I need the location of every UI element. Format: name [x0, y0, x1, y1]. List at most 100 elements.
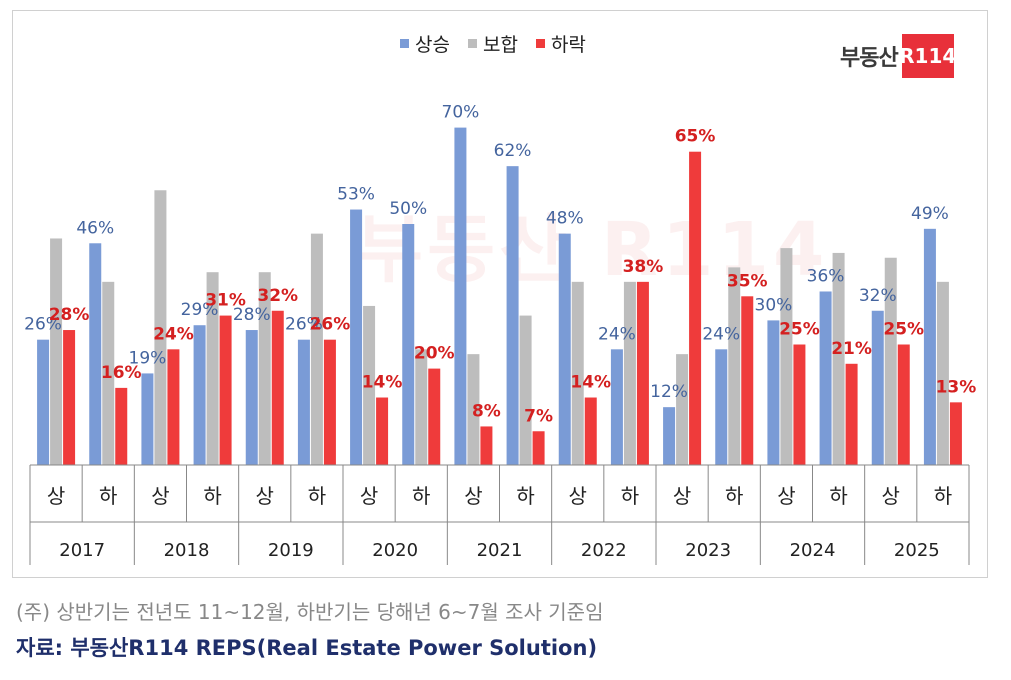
- tick-label-half-5: 하: [308, 484, 326, 508]
- bar-fall-13: [741, 296, 754, 465]
- tick-label-half-6: 상: [360, 484, 378, 508]
- bar-flat-10: [571, 281, 584, 465]
- tick-label-half-0: 상: [47, 484, 65, 508]
- bar-rise-7: [402, 224, 415, 465]
- bar-fall-2: [167, 349, 180, 465]
- legend-label-rise: 상승: [415, 34, 450, 56]
- data-label-fall-10: 14%: [570, 373, 611, 393]
- data-label-rise-11: 24%: [598, 324, 636, 344]
- data-label-rise-7: 50%: [389, 199, 427, 219]
- bar-fall-12: [689, 151, 702, 465]
- data-label-fall-12: 65%: [675, 127, 716, 147]
- bar-rise-3: [193, 325, 206, 465]
- tick-label-half-15: 하: [829, 484, 847, 508]
- bar-flat-12: [676, 354, 689, 465]
- legend-swatch-flat: [467, 39, 477, 48]
- data-label-rise-5: 26%: [285, 315, 323, 335]
- data-label-fall-8: 8%: [472, 401, 501, 421]
- bar-rise-0: [37, 339, 50, 465]
- data-label-fall-16: 25%: [883, 320, 924, 340]
- bar-fall-10: [584, 397, 597, 465]
- bar-flat-7: [415, 349, 428, 465]
- bar-rise-17: [923, 228, 936, 465]
- bar-rise-5: [297, 339, 310, 465]
- bar-fall-17: [949, 402, 962, 465]
- bar-flat-5: [310, 233, 323, 465]
- data-label-rise-3: 29%: [181, 300, 219, 320]
- bar-fall-14: [793, 344, 806, 465]
- tick-label-half-7: 하: [412, 484, 430, 508]
- tick-label-half-4: 상: [256, 484, 274, 508]
- bar-flat-0: [50, 238, 63, 465]
- bar-rise-12: [663, 407, 676, 465]
- bar-rise-8: [454, 127, 467, 465]
- data-label-rise-4: 28%: [233, 305, 271, 325]
- tick-label-year-2025: 2025: [894, 540, 940, 561]
- bar-fall-6: [376, 397, 389, 465]
- bar-rise-16: [871, 310, 884, 465]
- tick-label-year-2020: 2020: [372, 540, 418, 561]
- bar-fall-9: [532, 431, 545, 465]
- bar-rise-15: [819, 291, 832, 465]
- data-label-fall-17: 13%: [936, 377, 977, 397]
- bar-fall-11: [636, 281, 649, 465]
- tick-label-half-1: 하: [99, 484, 117, 508]
- logo-badge: R114: [899, 34, 956, 78]
- bar-rise-10: [558, 233, 571, 465]
- tick-label-half-3: 하: [203, 484, 221, 508]
- bar-flat-11: [623, 281, 636, 465]
- data-label-fall-14: 25%: [779, 320, 820, 340]
- bar-fall-8: [480, 426, 493, 465]
- tick-label-half-17: 하: [934, 484, 952, 508]
- tick-label-year-2023: 2023: [685, 540, 731, 561]
- data-label-fall-7: 20%: [414, 344, 455, 364]
- tick-label-half-16: 상: [882, 484, 900, 508]
- data-label-fall-13: 35%: [727, 271, 768, 291]
- tick-label-year-2021: 2021: [477, 540, 523, 561]
- bar-fall-5: [323, 339, 336, 465]
- legend-item-fall: 하락: [535, 30, 586, 57]
- data-label-fall-6: 14%: [362, 373, 403, 393]
- legend-item-rise: 상승: [400, 30, 450, 57]
- data-label-fall-9: 7%: [524, 406, 553, 426]
- bar-flat-1: [102, 281, 115, 465]
- tick-label-half-14: 상: [777, 484, 795, 508]
- bar-rise-11: [610, 349, 623, 465]
- bar-flat-16: [884, 257, 897, 465]
- tick-label-year-2017: 2017: [59, 540, 105, 561]
- data-label-fall-1: 16%: [101, 363, 142, 383]
- data-label-rise-14: 30%: [755, 295, 793, 315]
- tick-label-half-2: 상: [151, 484, 169, 508]
- data-label-fall-15: 21%: [831, 339, 872, 359]
- tick-label-half-10: 상: [569, 484, 587, 508]
- brand-logo: 부동산 R114: [840, 34, 956, 78]
- bar-fall-7: [428, 368, 441, 465]
- bar-flat-13: [728, 267, 741, 465]
- legend: 상승 보합 하락: [400, 30, 586, 57]
- bar-flat-17: [936, 281, 949, 465]
- bar-fall-3: [219, 315, 232, 465]
- data-label-fall-0: 28%: [49, 305, 90, 325]
- bar-fall-15: [845, 363, 858, 465]
- bar-flat-9: [519, 315, 532, 465]
- data-label-rise-1: 46%: [76, 218, 114, 238]
- tick-label-half-8: 상: [464, 484, 482, 508]
- bar-fall-16: [897, 344, 910, 465]
- footnote: (주) 상반기는 전년도 11~12월, 하반기는 당해년 6~7월 조사 기준…: [16, 600, 604, 624]
- legend-swatch-rise: [400, 39, 409, 48]
- bar-rise-13: [715, 349, 728, 465]
- bar-flat-4: [258, 272, 271, 465]
- data-label-rise-8: 70%: [442, 103, 480, 123]
- data-label-fall-11: 38%: [623, 257, 664, 277]
- data-label-rise-12: 12%: [650, 382, 688, 402]
- bar-rise-1: [89, 243, 102, 465]
- bar-fall-4: [271, 310, 284, 465]
- bar-flat-8: [467, 354, 480, 465]
- data-label-rise-16: 32%: [859, 286, 897, 306]
- tick-label-year-2024: 2024: [790, 540, 836, 561]
- tick-label-half-12: 상: [673, 484, 691, 508]
- bar-rise-9: [506, 166, 519, 465]
- tick-label-half-11: 하: [621, 484, 639, 508]
- bar-rise-14: [767, 320, 780, 465]
- source-line: 자료: 부동산R114 REPS(Real Estate Power Solut…: [16, 636, 598, 660]
